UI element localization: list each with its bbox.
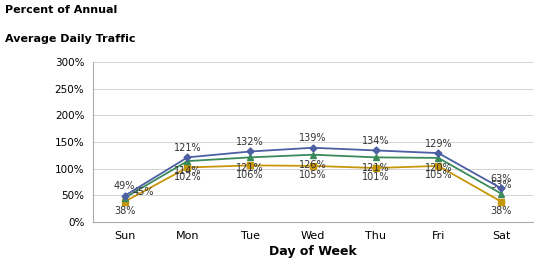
Text: 102%: 102%	[173, 172, 201, 182]
Text: Percent of Annual: Percent of Annual	[5, 5, 117, 15]
Text: 114%: 114%	[173, 166, 201, 176]
Text: Average Daily Traffic: Average Daily Traffic	[5, 34, 136, 44]
Text: 139%: 139%	[299, 133, 327, 143]
Text: 134%: 134%	[362, 136, 389, 146]
Text: 121%: 121%	[362, 163, 389, 173]
Text: 126%: 126%	[299, 160, 327, 170]
Text: 129%: 129%	[424, 139, 452, 149]
Text: 53%: 53%	[490, 180, 512, 190]
Text: 45%: 45%	[132, 187, 154, 197]
Text: 106%: 106%	[237, 170, 264, 180]
Text: 49%: 49%	[114, 181, 136, 191]
Text: 38%: 38%	[114, 206, 136, 216]
Text: 38%: 38%	[490, 206, 512, 216]
Text: 120%: 120%	[424, 163, 452, 173]
X-axis label: Day of Week: Day of Week	[269, 245, 357, 258]
Text: 63%: 63%	[490, 174, 512, 184]
Text: 121%: 121%	[173, 143, 201, 153]
Text: 105%: 105%	[299, 170, 327, 180]
Text: 132%: 132%	[237, 137, 264, 147]
Text: 121%: 121%	[237, 163, 264, 173]
Text: 105%: 105%	[424, 170, 452, 180]
Text: 101%: 101%	[362, 172, 389, 182]
